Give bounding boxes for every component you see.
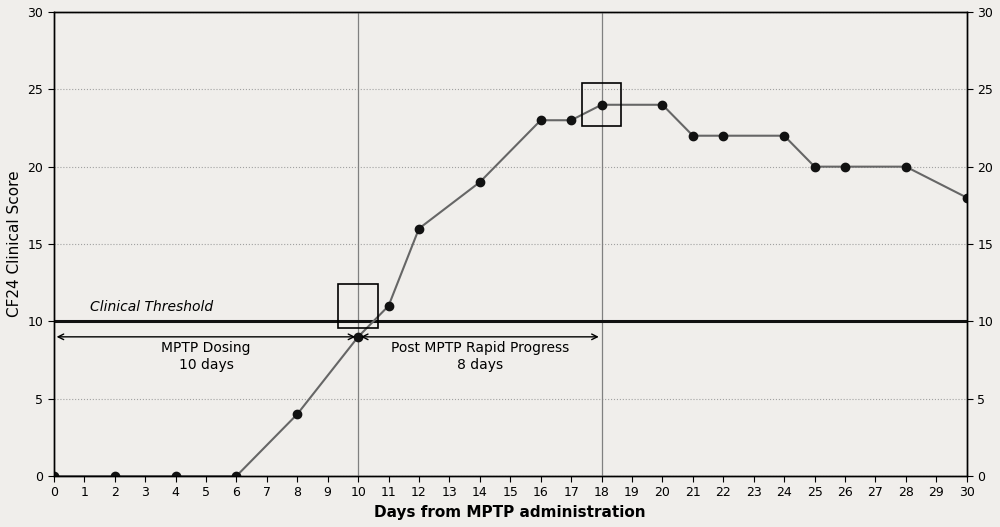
- Text: Clinical Threshold: Clinical Threshold: [90, 300, 213, 314]
- Text: Post MPTP Rapid Progress
8 days: Post MPTP Rapid Progress 8 days: [391, 341, 569, 372]
- Text: MPTP Dosing
10 days: MPTP Dosing 10 days: [161, 341, 251, 372]
- Y-axis label: CF24 Clinical Score: CF24 Clinical Score: [7, 171, 22, 317]
- Bar: [582, 83, 621, 126]
- X-axis label: Days from MPTP administration: Days from MPTP administration: [374, 505, 646, 520]
- Bar: [338, 284, 378, 328]
